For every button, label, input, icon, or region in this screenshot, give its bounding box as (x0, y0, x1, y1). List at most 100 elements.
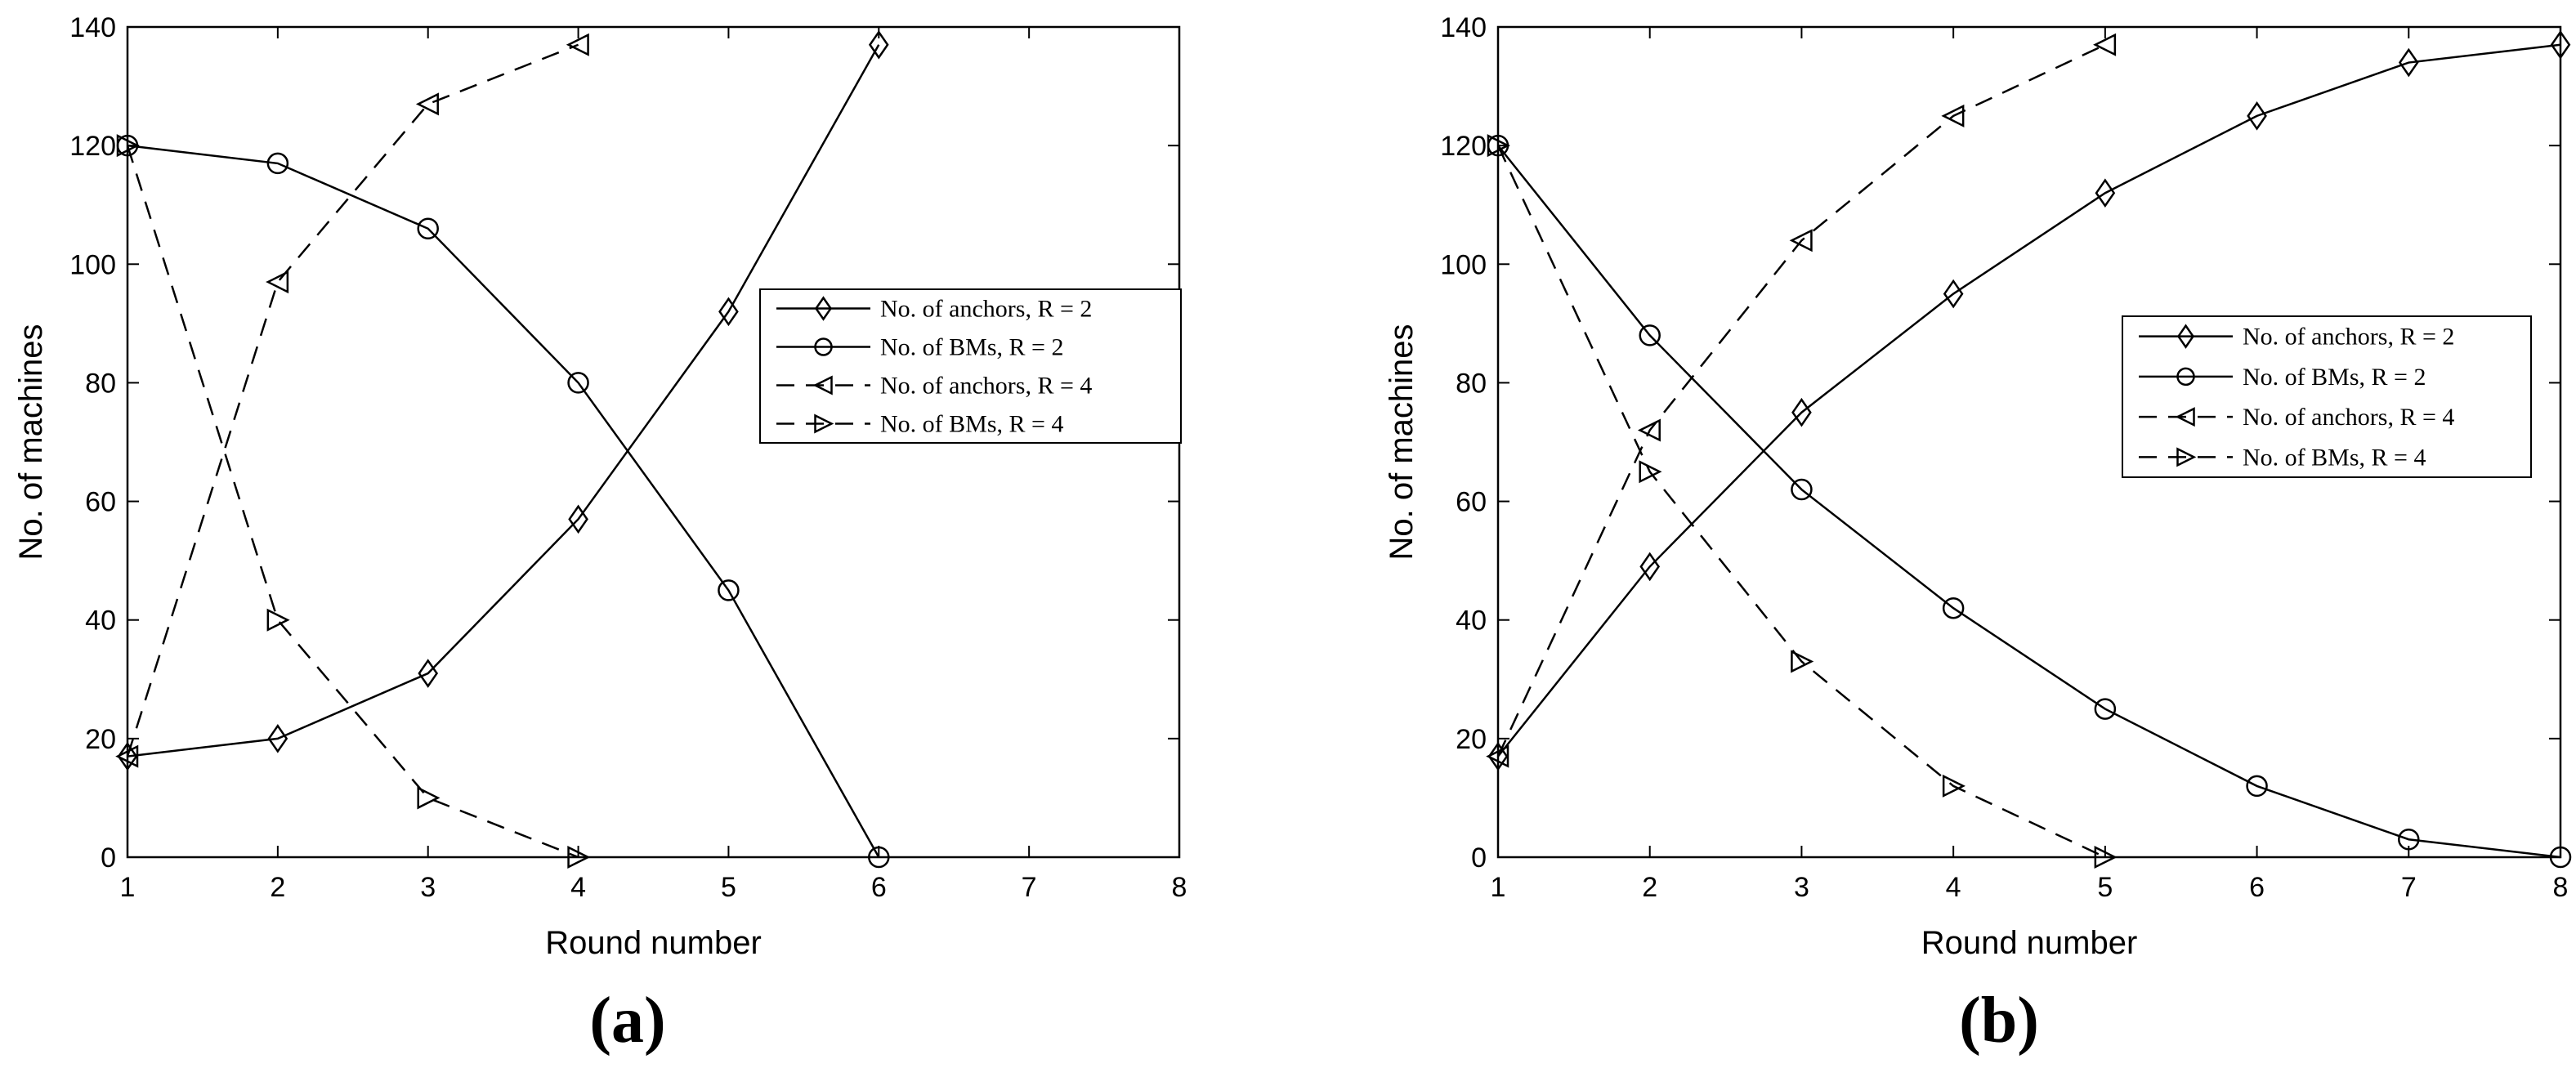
circle-marker (1639, 324, 1661, 346)
y-tick-label: 60 (85, 487, 116, 518)
legend-box (2122, 315, 2532, 478)
series-2 (116, 134, 890, 869)
x-tick-label: 1 (1491, 872, 1506, 903)
legend-label: No. of anchors, R = 2 (880, 296, 1092, 323)
series-line (126, 43, 579, 757)
triangle-left-marker (266, 270, 289, 294)
legend-box (759, 288, 1182, 444)
axes-frame (1496, 25, 2562, 859)
diamond-marker (267, 724, 288, 753)
triangle-right-marker (1942, 774, 1966, 798)
y-tick-label: 140 (1440, 12, 1487, 43)
circle-marker (2246, 775, 2268, 798)
y-tick-label: 100 (69, 249, 116, 280)
triangle-left-marker (566, 33, 589, 56)
series-line (127, 44, 880, 757)
x-tick-label: 6 (2249, 872, 2265, 903)
y-tick-label: 20 (1456, 724, 1487, 755)
x-tick-label: 2 (1642, 872, 1657, 903)
triangle-left-marker (2175, 407, 2195, 427)
triangle-right-marker (814, 413, 834, 434)
y-tick-label: 120 (69, 131, 116, 162)
triangle-right-marker (2176, 447, 2197, 467)
y-tick-label: 80 (85, 368, 116, 399)
circle-marker (1942, 597, 1965, 619)
circle-marker (1791, 478, 1813, 501)
x-tick-label: 6 (871, 872, 887, 903)
diamond-marker (2176, 324, 2195, 349)
panel-label: (a) (589, 985, 665, 1057)
y-tick-label: 0 (101, 842, 116, 874)
triangle-left-marker (2093, 33, 2117, 56)
legend-label: No. of BMs, R = 2 (2243, 364, 2426, 391)
diamond-marker (2247, 101, 2267, 131)
x-tick-label: 3 (420, 872, 436, 903)
series-line (127, 144, 880, 858)
diamond-marker (814, 296, 833, 321)
triangle-right-marker (417, 786, 441, 810)
y-tick-label: 100 (1440, 249, 1487, 280)
legend-label: No. of BMs, R = 4 (880, 411, 1063, 438)
x-tick-label: 5 (2097, 872, 2113, 903)
y-tick-label: 80 (1456, 368, 1487, 399)
legend: No. of anchors, R = 2 No. of BMs, R = 2 No… (2122, 315, 2532, 478)
diamond-marker (568, 504, 588, 534)
y-axis-title: No. of machines (13, 324, 49, 560)
circle-marker (2398, 828, 2420, 851)
x-tick-label: 4 (1946, 872, 1961, 903)
circle-marker (2176, 367, 2195, 387)
y-axis-title: No. of machines (1384, 324, 1420, 560)
circle-marker (814, 337, 833, 356)
x-tick-label: 8 (2553, 872, 2569, 903)
legend: No. of anchors, R = 2 No. of BMs, R = 2 No… (759, 288, 1182, 444)
circle-marker (567, 372, 589, 394)
diamond-marker (718, 297, 739, 327)
x-axis-title: Round number (545, 925, 762, 961)
circle-marker (266, 152, 289, 175)
series-4 (116, 134, 591, 869)
y-tick-label: 120 (1440, 131, 1487, 162)
y-tick-label: 0 (1471, 842, 1487, 874)
x-tick-label: 7 (1022, 872, 1037, 903)
y-tick-label: 40 (1456, 606, 1487, 637)
series-line (126, 145, 579, 859)
series-3 (115, 33, 589, 768)
series-line (1496, 145, 2106, 859)
circle-marker (417, 217, 439, 239)
triangle-right-marker (1639, 460, 1662, 484)
y-tick-label: 20 (85, 724, 116, 755)
triangle-right-marker (1791, 650, 1814, 673)
x-tick-label: 4 (570, 872, 586, 903)
triangle-left-marker (812, 375, 833, 395)
diamond-marker (418, 659, 439, 688)
legend-label: No. of BMs, R = 4 (2243, 444, 2426, 471)
diamond-marker (2398, 47, 2419, 78)
y-tick-label: 60 (1456, 487, 1487, 518)
legend-label: No. of anchors, R = 2 (2243, 324, 2454, 351)
diamond-marker (1943, 279, 1964, 309)
series-2 (1487, 134, 2572, 869)
legend-label: No. of BMs, R = 2 (880, 334, 1063, 361)
series-line (1497, 43, 2561, 757)
triangle-left-marker (1941, 104, 1965, 127)
legend-label: No. of anchors, R = 4 (880, 373, 1092, 400)
series-line (1497, 145, 2561, 859)
x-tick-label: 8 (1172, 872, 1187, 903)
diamond-marker (2095, 178, 2116, 208)
diamond-marker (868, 29, 889, 60)
y-tick-label: 40 (85, 606, 116, 637)
x-axis-title: Round number (1921, 925, 2138, 961)
diamond-marker (1639, 552, 1661, 582)
triangle-right-marker (266, 608, 290, 632)
x-tick-label: 7 (2401, 872, 2417, 903)
x-tick-label: 1 (120, 872, 136, 903)
triangle-left-marker (1789, 229, 1813, 252)
triangle-left-marker (1637, 418, 1661, 442)
panel-label: (b) (1959, 985, 2039, 1057)
x-tick-label: 5 (721, 872, 736, 903)
circle-marker (2094, 698, 2117, 720)
diamond-marker (1791, 397, 1812, 427)
